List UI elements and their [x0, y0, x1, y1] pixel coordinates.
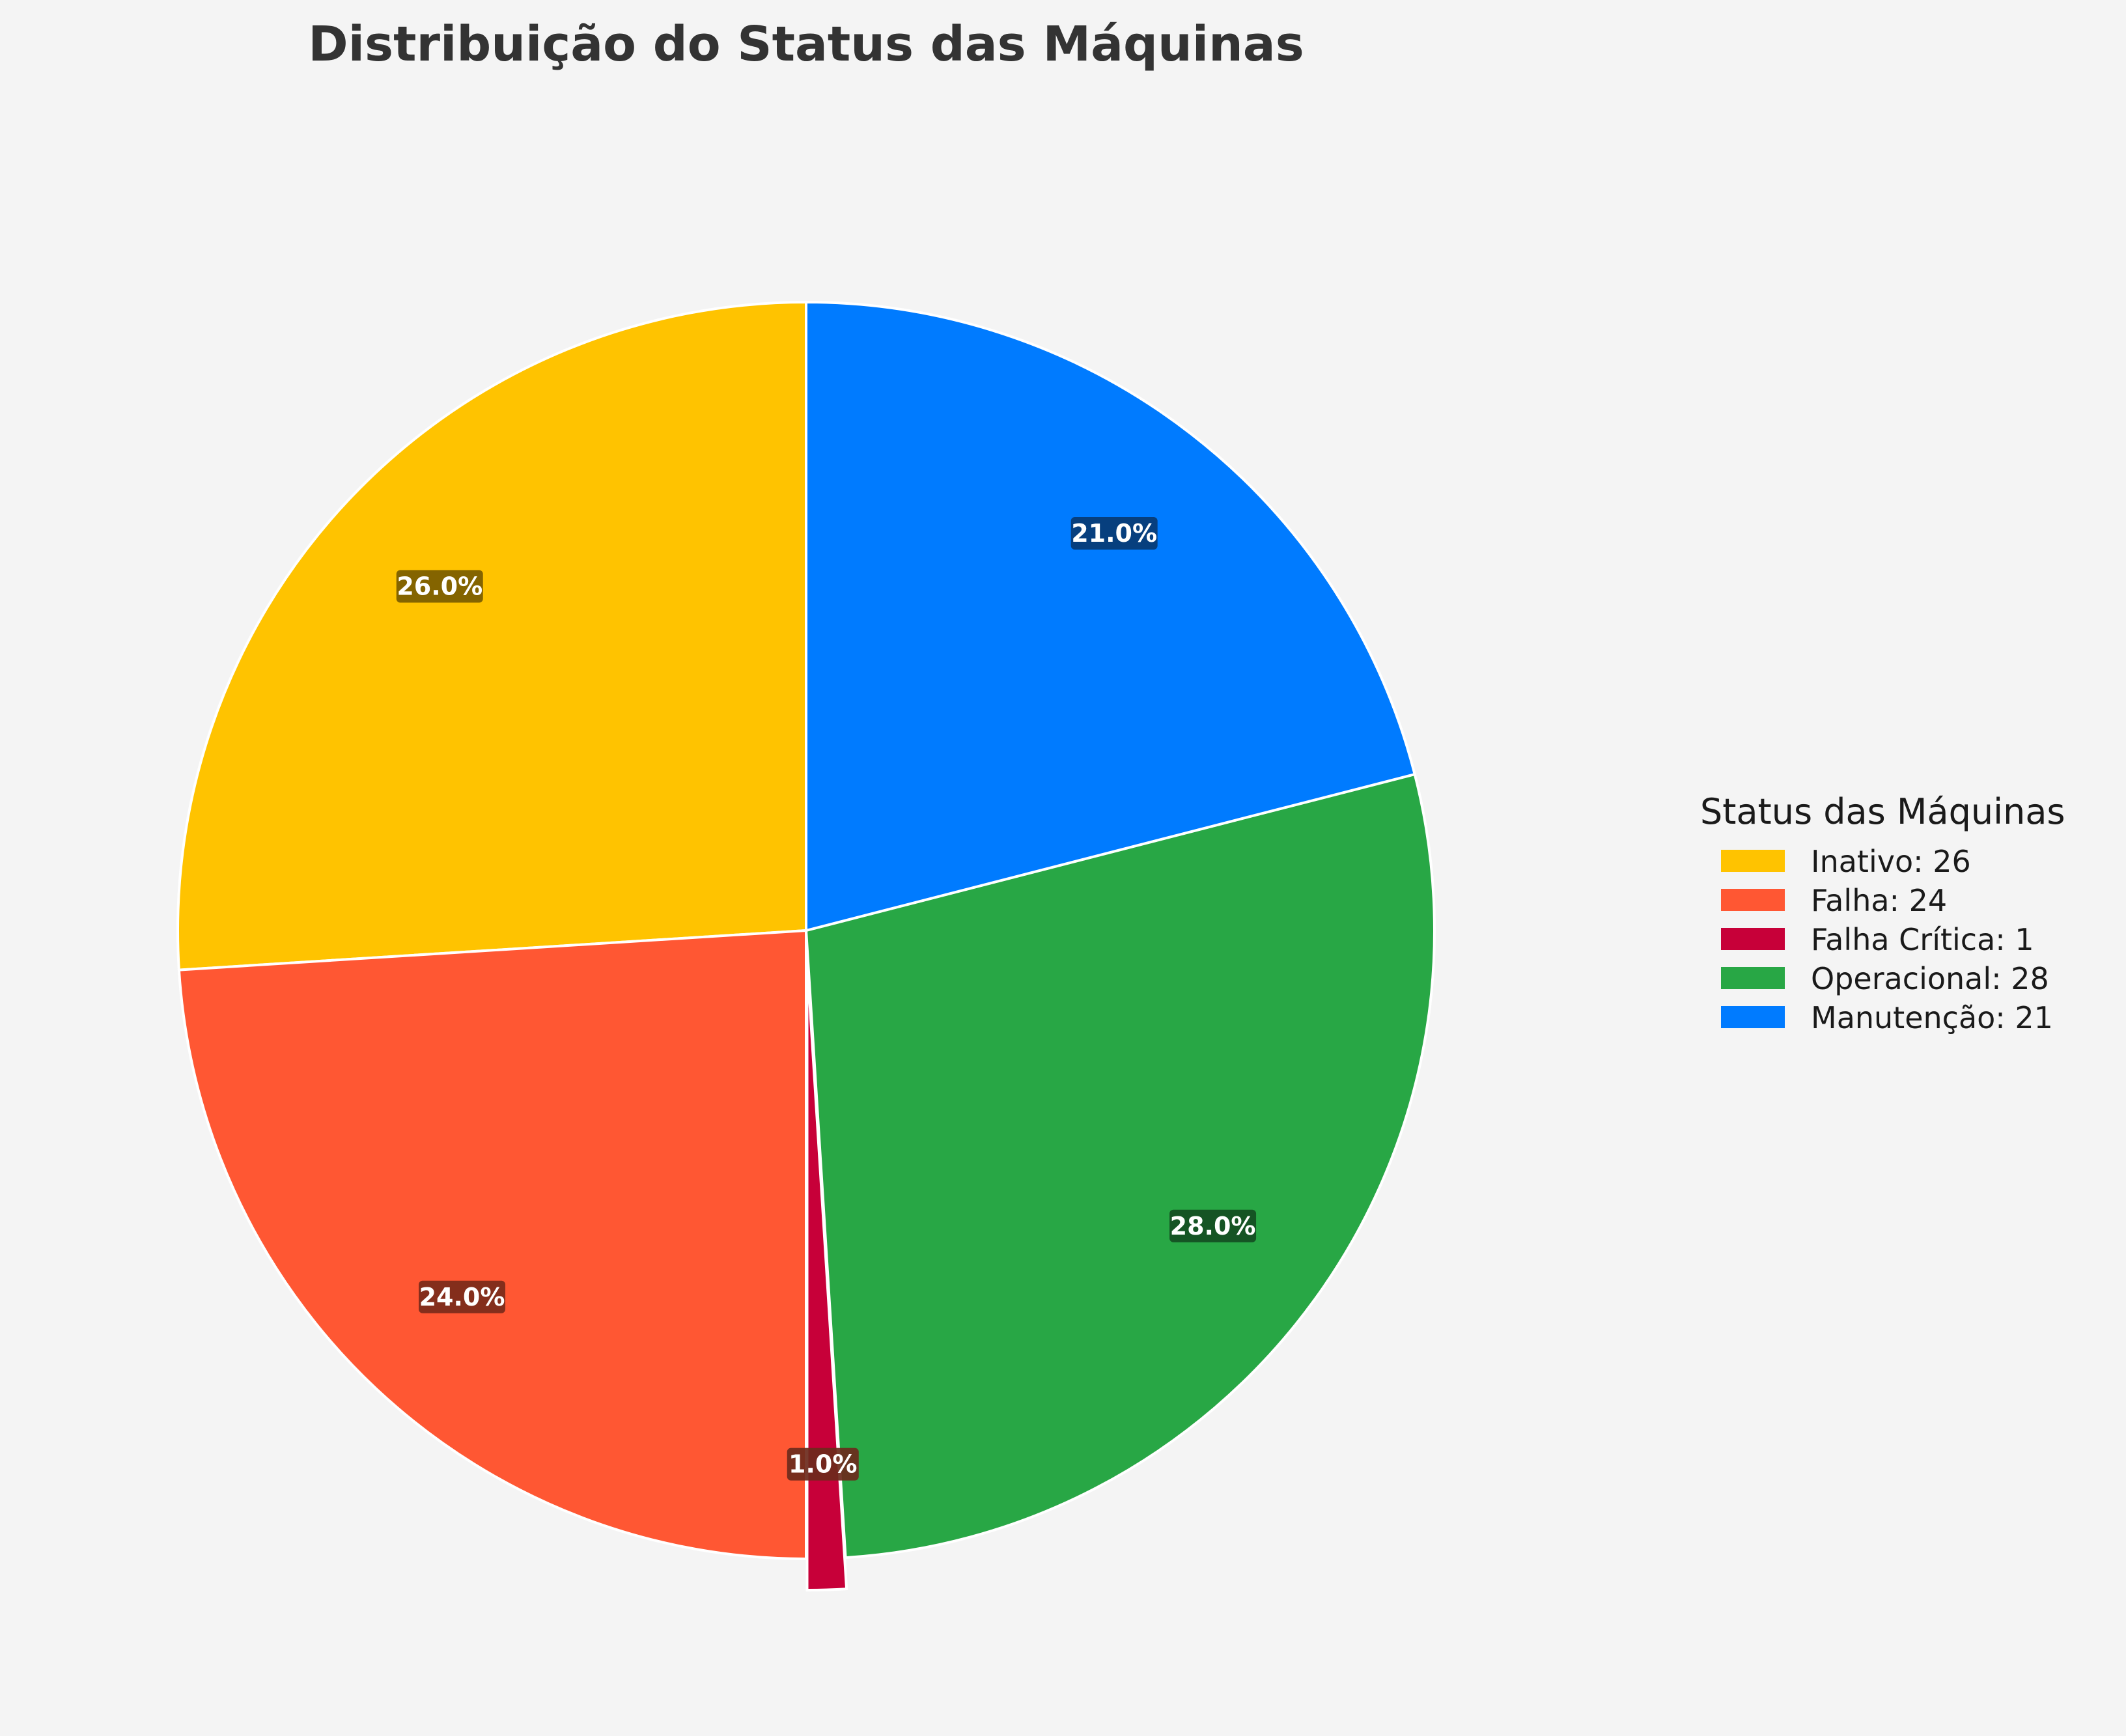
legend-label: Falha: 24 — [1811, 883, 1947, 918]
percent-label-text: 21.0% — [1071, 519, 1157, 548]
percent-label-text: 24.0% — [419, 1283, 505, 1311]
percent-label-text: 1.0% — [789, 1450, 857, 1479]
legend-item-manutencao: Manutenção: 21 — [1721, 1000, 2053, 1035]
pie-slices — [176, 300, 1436, 1591]
percent-label-text: 26.0% — [397, 572, 483, 601]
percent-label-falha-critica: 1.0% — [787, 1448, 859, 1481]
chart-title: Distribuição do Status das Máquinas — [308, 16, 1304, 72]
percent-label-falha: 24.0% — [419, 1280, 506, 1313]
legend-item-inativo: Inativo: 26 — [1721, 844, 1971, 879]
legend-swatch — [1721, 1006, 1785, 1028]
legend-item-falha-critica: Falha Crítica: 1 — [1721, 922, 2034, 957]
pie-slice-inativo — [176, 300, 807, 972]
legend: Status das Máquinas Inativo: 26 Falha: 24… — [1700, 791, 2065, 1035]
percent-label-box — [787, 1448, 859, 1481]
pie-slice-operacional — [804, 772, 1436, 1560]
percent-label-box — [419, 1280, 506, 1313]
percent-labels: 26.0% 24.0% 1.0% 28.0% 21.0% — [396, 517, 1257, 1481]
legend-swatch — [1721, 889, 1785, 911]
percent-label-box — [1070, 517, 1158, 550]
legend-label: Inativo: 26 — [1811, 844, 1971, 879]
percent-label-box — [396, 570, 483, 603]
legend-title: Status das Máquinas — [1700, 791, 2065, 832]
percent-label-operacional: 28.0% — [1169, 1209, 1257, 1242]
percent-label-inativo: 26.0% — [396, 570, 483, 603]
legend-swatch — [1721, 850, 1785, 872]
legend-label: Falha Crítica: 1 — [1811, 922, 2034, 957]
legend-item-falha: Falha: 24 — [1721, 883, 1947, 918]
legend-label: Manutenção: 21 — [1811, 1000, 2053, 1035]
percent-label-box — [1169, 1209, 1257, 1242]
legend-label: Operacional: 28 — [1811, 961, 2049, 996]
legend-item-operacional: Operacional: 28 — [1721, 961, 2049, 996]
percent-label-manutencao: 21.0% — [1070, 517, 1158, 550]
percent-label-text: 28.0% — [1170, 1212, 1256, 1240]
pie-slice-manutencao — [805, 300, 1417, 932]
legend-swatch — [1721, 928, 1785, 950]
legend-items: Inativo: 26 Falha: 24 Falha Crítica: 1 Oper… — [1721, 844, 2053, 1035]
pie-slice-falha — [177, 929, 807, 1561]
legend-swatch — [1721, 967, 1785, 989]
